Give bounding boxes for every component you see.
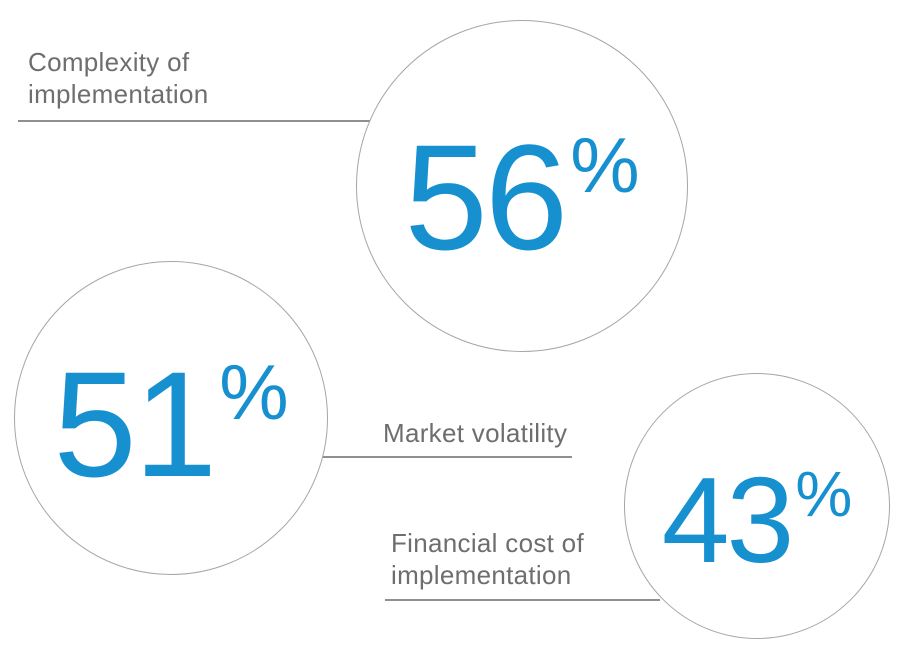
connector-line-market xyxy=(318,456,572,458)
label-complexity-of-implementation: Complexity of implementation xyxy=(28,46,209,110)
stat-value-market: 51 % xyxy=(53,337,288,499)
bubble-market-volatility: 51 % xyxy=(14,261,328,575)
bubble-financial-cost-of-implementation: 43 % xyxy=(624,373,890,639)
label-financial-cost-of-implementation: Financial cost of implementation xyxy=(391,527,584,591)
label-line: Financial cost of xyxy=(391,528,584,558)
connector-line-financial xyxy=(385,599,660,601)
connector-line-complexity xyxy=(18,120,375,122)
label-line: Market volatility xyxy=(383,418,568,448)
percent-sign: % xyxy=(219,348,289,436)
label-line: implementation xyxy=(28,79,209,109)
stat-number: 51 xyxy=(53,340,217,508)
stat-number: 43 xyxy=(661,452,795,588)
label-market-volatility: Market volatility xyxy=(383,417,567,449)
stat-number: 56 xyxy=(404,112,568,281)
stat-value-complexity: 56 % xyxy=(404,101,639,272)
label-line: Complexity of xyxy=(28,47,190,77)
percent-sign: % xyxy=(570,120,640,209)
stat-value-financial: 43 % xyxy=(662,431,853,581)
bubble-complexity-of-implementation: 56 % xyxy=(356,20,688,352)
percent-sign: % xyxy=(795,458,853,530)
label-line: implementation xyxy=(391,560,572,590)
